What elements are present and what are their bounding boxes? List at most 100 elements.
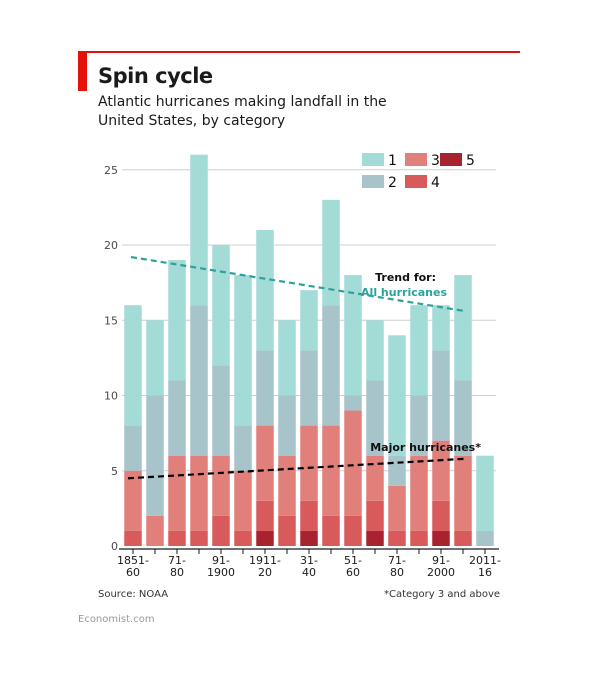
bar-segment-cat-3	[190, 455, 208, 531]
x-tick-label: 1851-	[117, 554, 149, 567]
bar-segment-cat-2	[344, 395, 362, 411]
bar-segment-cat-4	[322, 515, 340, 546]
bar-segment-cat-4	[124, 530, 142, 546]
bar-segment-cat-1	[168, 260, 186, 381]
bar-segment-cat-4	[410, 530, 428, 546]
bar-segment-cat-5	[366, 530, 384, 546]
x-tick-label: 2000	[427, 566, 455, 579]
legend-label-cat-4: 4	[431, 175, 440, 191]
bar-segment-cat-2	[366, 380, 384, 456]
bar-segment-cat-5	[432, 530, 450, 546]
x-tick-label: 71-	[168, 554, 186, 567]
bar-segment-cat-2	[410, 395, 428, 456]
bar-segment-cat-4	[344, 515, 362, 546]
x-tick-label: 80	[170, 566, 184, 579]
bar-segment-cat-4	[300, 500, 318, 531]
trend-line-major-hurricanes	[127, 457, 467, 480]
legend-swatch-cat-2	[362, 175, 384, 188]
chart-title: Spin cycle	[98, 64, 213, 88]
bar-segment-cat-3	[278, 455, 296, 516]
bar-segment-cat-5	[300, 530, 318, 546]
bar-segment-cat-4	[168, 530, 186, 546]
bar-segment-cat-1	[300, 290, 318, 351]
footnote: *Category 3 and above	[384, 589, 501, 600]
bar-segment-cat-4	[454, 530, 472, 546]
y-tick-label: 15	[104, 314, 118, 327]
x-tick-label: 20	[258, 566, 272, 579]
x-tick-label: 1900	[207, 566, 235, 579]
x-axis: 1851-6071-8091-19001911-2031-4051-6071-8…	[117, 548, 501, 579]
bar-segment-cat-1	[278, 320, 296, 396]
bar-segment-cat-2	[322, 305, 340, 426]
bar-segment-cat-3	[432, 440, 450, 501]
x-tick-label: 91-	[212, 554, 230, 567]
y-tick-label: 5	[111, 465, 118, 478]
bar-segment-cat-2	[146, 395, 164, 516]
bar-segment-cat-2	[278, 395, 296, 456]
bar-segment-cat-1	[476, 455, 494, 531]
red-tag-marker	[78, 51, 87, 91]
bar-segment-cat-2	[190, 305, 208, 456]
x-tick-label: 80	[390, 566, 404, 579]
bar-segment-cat-1	[124, 305, 142, 426]
x-tick-label: 40	[302, 566, 316, 579]
bar-segment-cat-3	[388, 485, 406, 531]
bar-segment-cat-3	[124, 470, 142, 531]
bar-segment-cat-4	[388, 530, 406, 546]
bar-segment-cat-3	[212, 455, 230, 516]
y-tick-label: 20	[104, 239, 118, 252]
legend-swatch-cat-5	[440, 153, 462, 166]
bar-segment-cat-3	[300, 425, 318, 501]
bar-segment-cat-1	[212, 245, 230, 366]
brand-credit: Economist.com	[78, 614, 155, 625]
y-tick-label: 25	[104, 164, 118, 177]
bar-segment-cat-3	[234, 470, 252, 531]
bar-segment-cat-4	[366, 500, 384, 531]
bar-segment-cat-1	[190, 154, 208, 306]
bar-segment-cat-2	[234, 425, 252, 471]
bar-segment-cat-1	[234, 275, 252, 426]
bar-segment-cat-1	[146, 320, 164, 396]
top-accent-rule	[78, 51, 520, 53]
trend-lines: Trend for: All hurricanes Major hurricanes…	[127, 255, 481, 480]
x-tick-label: 71-	[388, 554, 406, 567]
bar-segment-cat-3	[410, 455, 428, 531]
bar-segment-cat-1	[366, 320, 384, 381]
bar-segment-cat-3	[168, 455, 186, 531]
legend-label-cat-5: 5	[466, 153, 475, 169]
trend-label-all-line-2: All hurricanes	[361, 286, 447, 299]
x-tick-label: 51-	[344, 554, 362, 567]
bar-segment-cat-2	[256, 350, 274, 426]
bar-segment-cat-1	[410, 305, 428, 396]
bar-segment-cat-1	[388, 335, 406, 456]
bar-segment-cat-4	[234, 530, 252, 546]
bar-segment-cat-1	[432, 305, 450, 351]
bar-segment-cat-1	[454, 275, 472, 381]
bar-segment-cat-3	[146, 515, 164, 546]
y-axis: 0 5 10 15 20 25	[104, 164, 118, 553]
bar-segment-cat-2	[124, 425, 142, 471]
bar-segment-cat-2	[388, 455, 406, 486]
trend-label-all-line-1: Trend for:	[375, 271, 436, 284]
x-tick-label: 91-	[432, 554, 450, 567]
trend-line-all-hurricanes	[130, 255, 467, 313]
x-tick-label: 60	[346, 566, 360, 579]
bar-segment-cat-3	[366, 455, 384, 501]
bar-segment-cat-4	[278, 515, 296, 546]
x-tick-label: 16	[478, 566, 492, 579]
legend-swatch-cat-3	[405, 153, 427, 166]
bar-segment-cat-2	[454, 380, 472, 456]
legend-label-cat-1: 1	[388, 153, 397, 169]
bar-segment-cat-2	[212, 365, 230, 456]
y-tick-label: 0	[111, 540, 118, 553]
bars	[124, 154, 494, 546]
x-tick-label: 31-	[300, 554, 318, 567]
x-tick-label: 1911-	[249, 554, 281, 567]
bar-segment-cat-3	[256, 425, 274, 501]
bar-segment-cat-5	[256, 530, 274, 546]
bar-segment-cat-3	[454, 455, 472, 531]
bar-segment-cat-4	[212, 515, 230, 546]
bar-segment-cat-1	[256, 229, 274, 351]
bar-segment-cat-3	[344, 410, 362, 516]
